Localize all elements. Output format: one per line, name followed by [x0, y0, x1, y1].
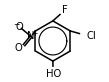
Text: O: O: [16, 22, 24, 32]
Text: O: O: [15, 43, 23, 53]
Text: N: N: [27, 31, 35, 41]
Text: +: +: [31, 29, 37, 38]
Text: HO: HO: [46, 69, 61, 79]
Text: Cl: Cl: [87, 31, 97, 41]
Text: F: F: [62, 5, 68, 15]
Text: −: −: [13, 20, 20, 30]
